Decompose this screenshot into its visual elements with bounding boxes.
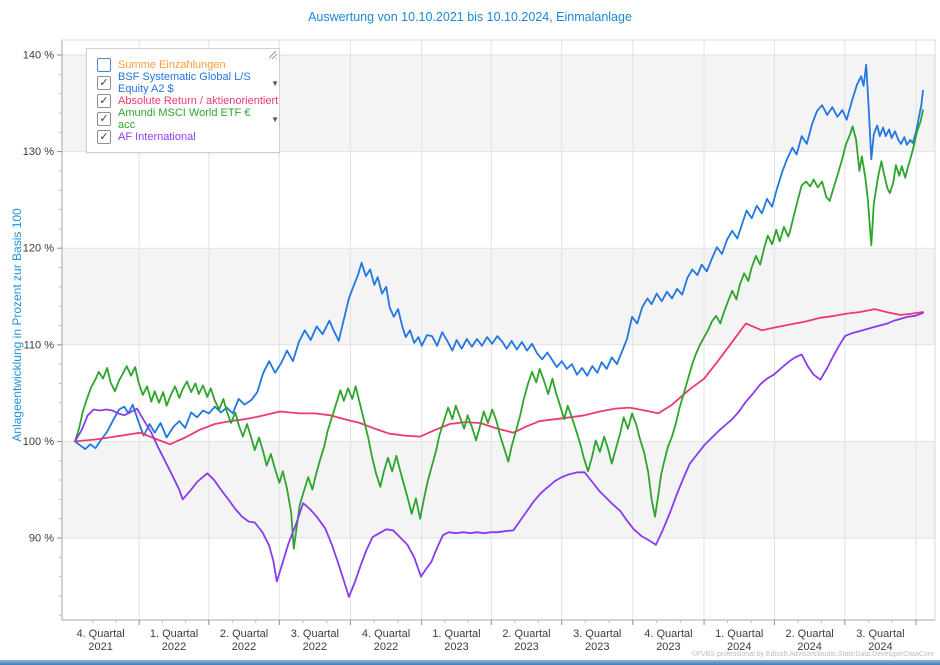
legend-item-label: Absolute Return / aktienorientiert [118, 95, 279, 107]
series-absolute-return [74, 308, 924, 446]
legend-item-label: BSF Systematic Global L/S Equity A2 $ [118, 71, 251, 95]
svg-text:90 %: 90 % [29, 533, 54, 545]
chevron-down-icon[interactable]: ▼ [271, 78, 279, 88]
y-axis-ticks: 140 % 130 % 120 % 110 % 100 % 90 % [23, 50, 62, 616]
checked-checkbox-icon[interactable]: ✓ [97, 76, 111, 90]
legend-item-label: AF International [118, 131, 196, 143]
copyright-note: ©FVBS professional by Edisoft.AdvisorsSt… [691, 651, 935, 658]
unchecked-checkbox-icon[interactable] [97, 58, 111, 72]
legend-item-amundi-msci[interactable]: ✓ Amundi MSCI World ETF € acc ▼ [87, 107, 279, 131]
svg-text:130 %: 130 % [23, 146, 54, 158]
legend-item-summe-einzahlungen[interactable]: Summe Einzahlungen [87, 56, 279, 74]
svg-text:120 %: 120 % [23, 243, 54, 255]
legend-item-af-international[interactable]: ✓ AF International [87, 128, 279, 146]
chart-title: Auswertung von 10.10.2021 bis 10.10.2024… [308, 10, 632, 24]
x-axis-ticks [92, 620, 917, 625]
checked-checkbox-icon[interactable]: ✓ [97, 112, 111, 126]
series-bsf-systematic [74, 63, 924, 451]
x-axis-labels: 4. Quartal 2021 1. Quartal 2022 2. Quartal 20… [76, 628, 904, 653]
legend-item-label: Amundi MSCI World ETF € acc [118, 107, 251, 131]
chart-legend[interactable]: Summe Einzahlungen ✓ BSF Systematic Global… [86, 48, 280, 153]
legend-item-label: Summe Einzahlungen [118, 59, 226, 71]
window-bottom-edge [0, 660, 940, 665]
series-amundi-msci [74, 109, 924, 550]
checked-checkbox-icon[interactable]: ✓ [97, 130, 111, 144]
series-af-international [74, 311, 924, 598]
checked-checkbox-icon[interactable]: ✓ [97, 94, 111, 108]
legend-item-absolute-return[interactable]: ✓ Absolute Return / aktienorientiert [87, 92, 279, 110]
svg-text:110 %: 110 % [24, 339, 55, 351]
svg-text:140 %: 140 % [23, 50, 54, 62]
legend-item-bsf-systematic[interactable]: ✓ BSF Systematic Global L/S Equity A2 $ ▼ [87, 71, 279, 95]
legend-resize-grip-icon[interactable] [269, 51, 277, 59]
chevron-down-icon[interactable]: ▼ [271, 114, 279, 124]
svg-text:100 %: 100 % [23, 436, 54, 448]
